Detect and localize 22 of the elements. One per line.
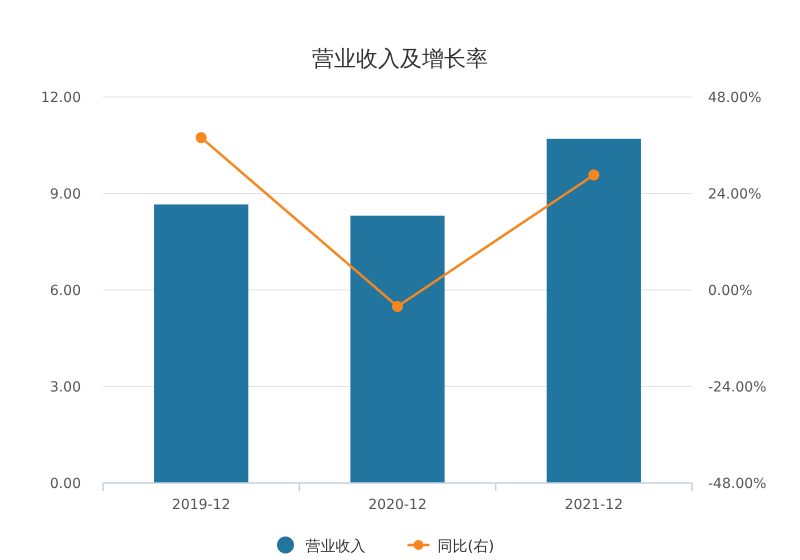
point bbox=[392, 300, 403, 312]
bar bbox=[546, 138, 641, 483]
point bbox=[196, 132, 207, 144]
x-tick-label: 2021-12 bbox=[564, 497, 624, 513]
bar bbox=[350, 216, 445, 483]
x-tick-label: 2020-12 bbox=[368, 497, 427, 513]
y2-tick-label: 48.00% bbox=[708, 90, 762, 106]
y-tick-label: 12.00 bbox=[40, 90, 81, 106]
y2-tick-label: 24.00% bbox=[708, 186, 762, 202]
y-tick-label: 3.00 bbox=[50, 380, 81, 396]
chart-title: 营业收入及增长率 bbox=[312, 47, 488, 72]
y-tick-label: 9.00 bbox=[50, 186, 81, 202]
y2-tick-label: 0.00% bbox=[708, 283, 752, 299]
y-tick-label: 6.00 bbox=[50, 283, 81, 299]
legend-label: 同比(右) bbox=[438, 537, 494, 555]
y-tick-label: 0.00 bbox=[50, 476, 81, 492]
legend-label: 营业收入 bbox=[306, 537, 366, 555]
x-tick-label: 2019-12 bbox=[172, 497, 230, 513]
y2-tick-label: -24.00% bbox=[708, 380, 766, 396]
y2-tick-label: -48.00% bbox=[708, 476, 766, 492]
point bbox=[588, 170, 600, 181]
bar bbox=[154, 204, 248, 483]
